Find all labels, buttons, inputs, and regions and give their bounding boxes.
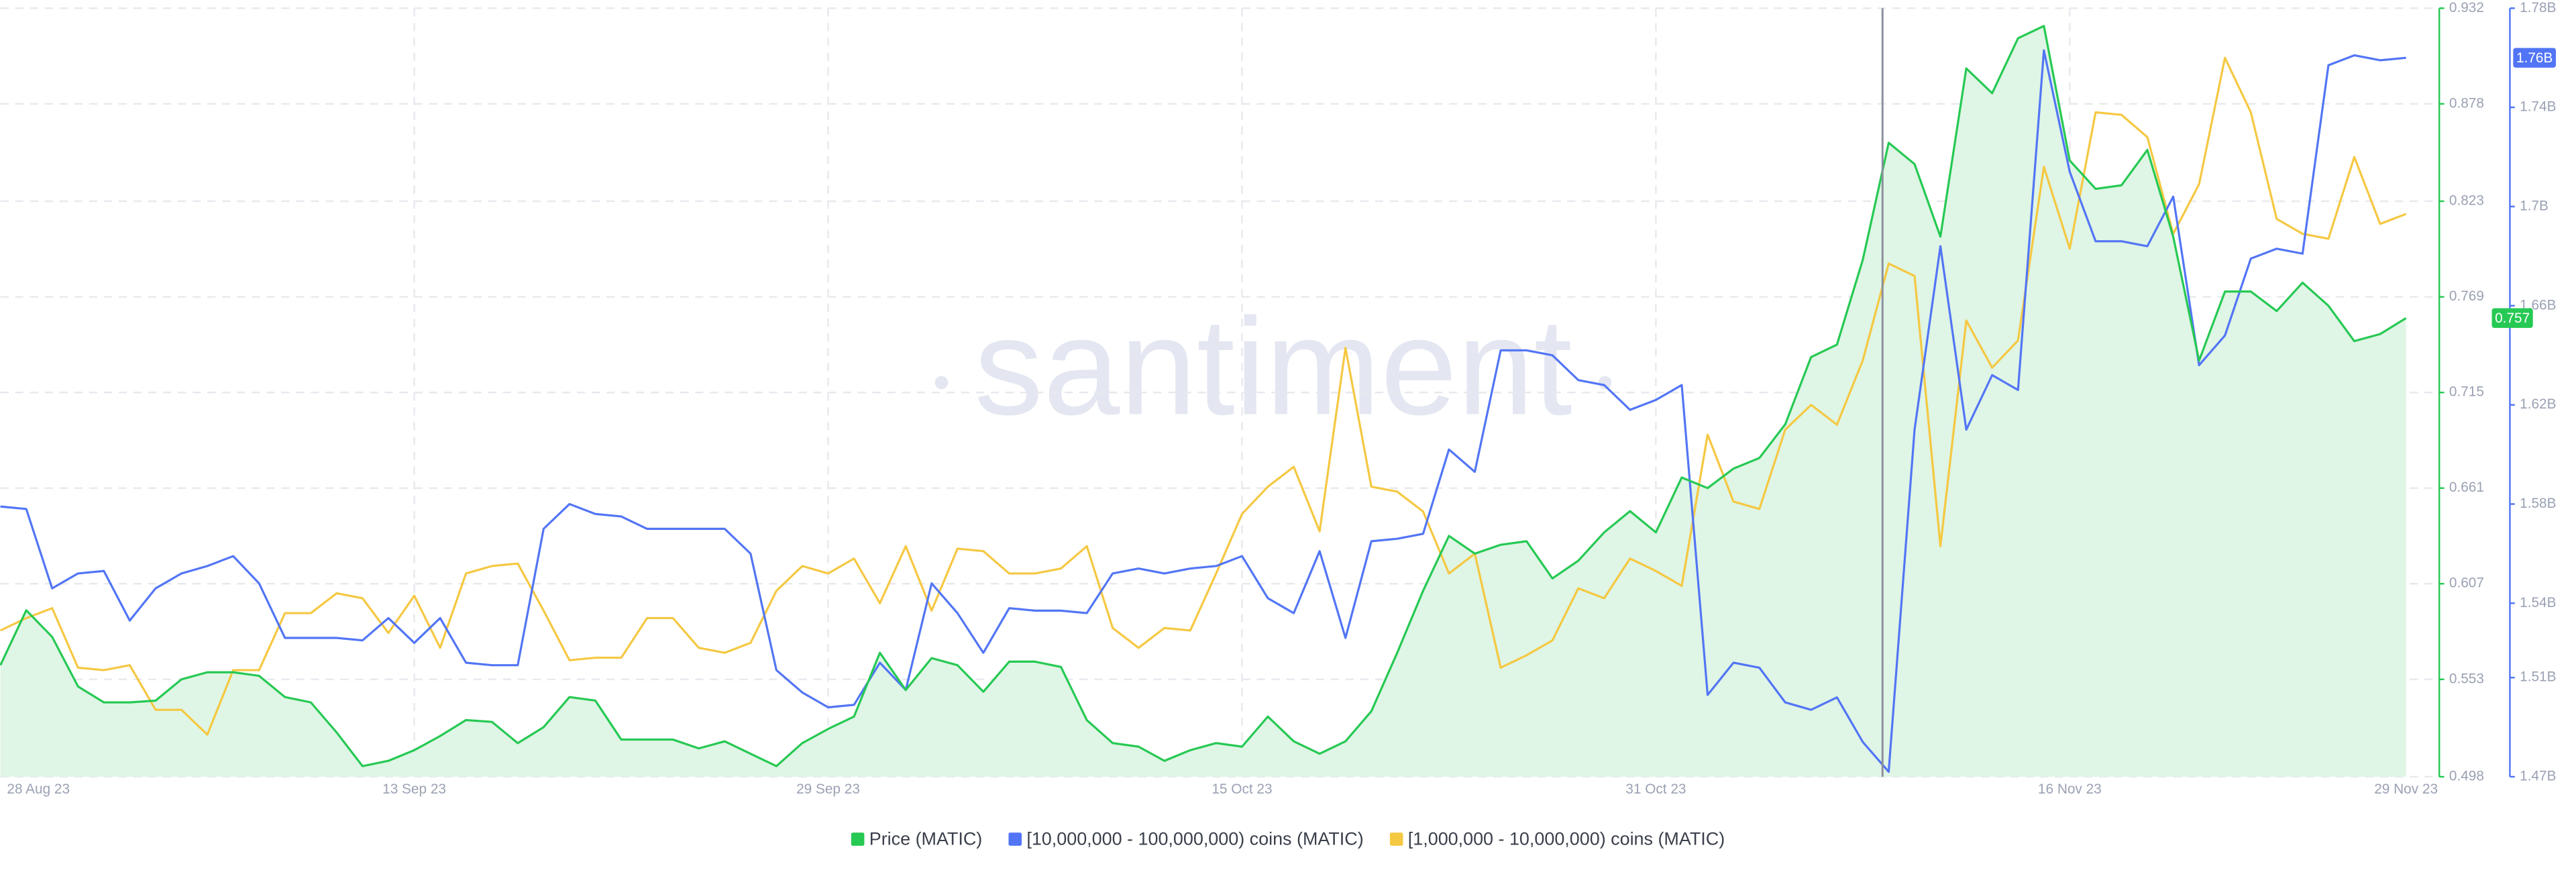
x-tick-label: 29 Nov 23 [2374,781,2438,797]
y2-tick-label: 1.62B [2520,396,2556,412]
y2-tick-label: 1.47B [2520,769,2556,784]
legend-item: [1,000,000 - 10,000,000) coins (MATIC) [1389,828,1725,849]
y-tick-label: 0.769 [2449,288,2484,304]
legend-swatch [851,832,865,846]
y-tick-label: 0.932 [2449,0,2484,15]
y2-tick-label: 1.74B [2520,99,2556,115]
x-tick-label: 15 Oct 23 [1212,781,1272,797]
legend: Price (MATIC) [10,000,000 - 100,000,000) … [851,828,1725,849]
last-value-box [2491,308,2533,328]
y2-tick-label: 1.7B [2520,198,2548,213]
legend-item: [10,000,000 - 100,000,000) coins (MATIC) [1008,828,1364,849]
x-tick-label: 13 Sep 23 [382,781,446,797]
x-tick-label: 29 Sep 23 [796,781,860,797]
y-tick-label: 0.878 [2449,95,2484,111]
y-tick-label: 0.715 [2449,384,2484,400]
y-tick-label: 0.823 [2449,193,2484,209]
area [0,25,2406,777]
y2-tick-label: 1.54B [2520,595,2556,610]
watermark: santiment [974,289,1572,443]
legend-label: [1,000,000 - 10,000,000) coins (MATIC) [1408,828,1725,849]
x-tick-label: 31 Oct 23 [1625,781,1686,797]
line [0,49,2406,773]
x-tick-label: 28 Aug 23 [7,781,70,797]
legend-item: Price (MATIC) [851,828,982,849]
x-tick-label: 16 Nov 23 [2038,781,2102,797]
y2-tick-label: 1.78B [2520,0,2556,15]
legend-swatch [1008,832,1022,846]
y2-tick-label: 1.58B [2520,496,2556,511]
y-tick-label: 0.661 [2449,480,2484,495]
legend-label: [10,000,000 - 100,000,000) coins (MATIC) [1026,828,1363,849]
last-value-box [2513,48,2557,68]
y-tick-label: 0.553 [2449,671,2484,686]
line [0,25,2407,767]
y2-tick-label: 1.51B [2520,669,2556,685]
legend-label: Price (MATIC) [869,828,982,849]
y-tick-label: 0.498 [2449,769,2484,784]
watermark-dot [934,376,949,390]
line [0,56,2407,736]
last-value-label: 1.76B [2516,50,2553,66]
last-value-label: 0.757 [2495,311,2530,326]
legend-swatch [1389,832,1403,846]
watermark-dot [1598,376,1612,390]
y-tick-label: 0.607 [2449,576,2484,591]
